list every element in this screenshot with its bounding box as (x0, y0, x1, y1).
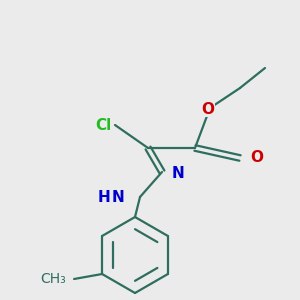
Text: Cl: Cl (95, 118, 111, 133)
Text: CH₃: CH₃ (40, 272, 66, 286)
Text: H: H (97, 190, 110, 205)
Text: O: O (250, 151, 263, 166)
Text: N: N (111, 190, 124, 205)
Text: N: N (172, 166, 185, 181)
Text: O: O (202, 101, 214, 116)
